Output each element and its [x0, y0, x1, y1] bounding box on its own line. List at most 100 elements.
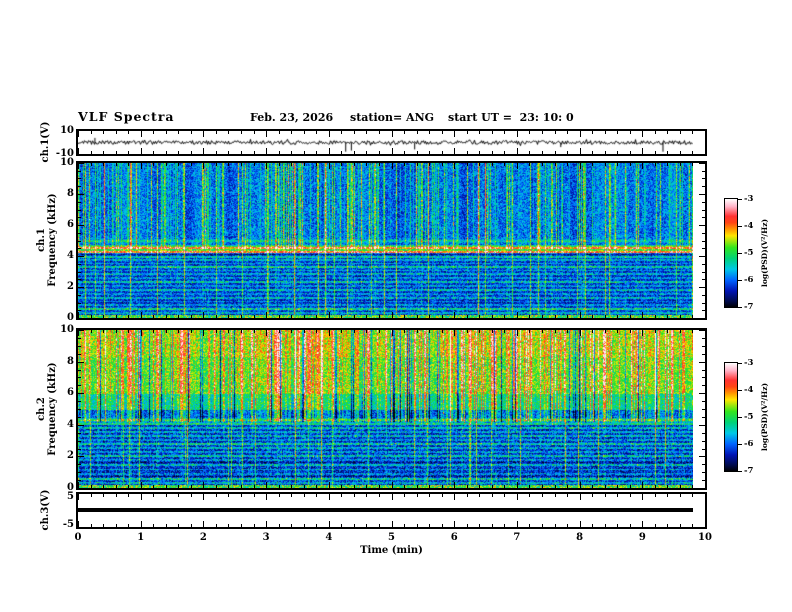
x-tick-label: 7: [513, 532, 521, 543]
tick-mark: [78, 310, 81, 311]
tick-mark: [705, 148, 706, 154]
tick-mark: [738, 444, 742, 445]
tick-mark: [128, 163, 129, 166]
tick-mark: [555, 163, 556, 166]
tick-mark: [542, 131, 543, 134]
tick-mark: [702, 264, 705, 265]
tick-mark: [78, 417, 81, 418]
tick-mark: [254, 494, 255, 497]
tick-mark: [291, 315, 292, 318]
tick-mark: [329, 312, 330, 318]
colorbar-tick-label: -6: [744, 439, 754, 449]
tick-mark: [91, 494, 92, 497]
tick-mark: [479, 163, 480, 166]
tick-mark: [567, 330, 568, 333]
tick-mark: [699, 225, 705, 226]
x-tick-label: 4: [325, 532, 333, 543]
tick-mark: [555, 494, 556, 497]
tick-mark: [567, 494, 568, 497]
tick-mark: [116, 163, 117, 166]
tick-mark: [78, 295, 81, 296]
tick-mark: [702, 354, 705, 355]
tick-mark: [166, 131, 167, 134]
tick-mark: [266, 521, 267, 527]
tick-mark: [366, 163, 367, 166]
tick-mark: [153, 330, 154, 333]
ch2-spectrogram-canvas: [78, 330, 693, 488]
tick-mark: [738, 471, 742, 472]
tick-mark: [379, 524, 380, 527]
tick-mark: [630, 315, 631, 318]
tick-mark: [279, 485, 280, 488]
tick-mark: [417, 494, 418, 497]
tick-mark: [580, 330, 581, 336]
tick-mark: [655, 315, 656, 318]
tick-mark: [642, 163, 643, 169]
tick-mark: [492, 494, 493, 497]
tick-mark: [404, 151, 405, 154]
tick-mark: [404, 131, 405, 134]
tick-mark: [341, 131, 342, 134]
tick-mark: [379, 151, 380, 154]
tick-mark: [228, 163, 229, 166]
tick-mark: [642, 330, 643, 336]
tick-mark: [580, 494, 581, 500]
tick-mark: [699, 362, 705, 363]
tick-mark: [699, 287, 705, 288]
tick-mark: [228, 485, 229, 488]
volt-tick-label: -5: [62, 519, 74, 530]
tick-mark: [605, 131, 606, 134]
tick-mark: [404, 315, 405, 318]
tick-mark: [504, 163, 505, 166]
tick-mark: [442, 131, 443, 134]
tick-mark: [266, 482, 267, 488]
tick-mark: [266, 494, 267, 500]
tick-mark: [738, 363, 742, 364]
tick-mark: [78, 279, 81, 280]
tick-mark: [191, 494, 192, 497]
tick-mark: [680, 131, 681, 134]
tick-mark: [366, 151, 367, 154]
tick-mark: [141, 521, 142, 527]
tick-mark: [78, 330, 79, 336]
tick-mark: [542, 485, 543, 488]
tick-mark: [429, 485, 430, 488]
tick-mark: [617, 330, 618, 333]
tick-mark: [580, 521, 581, 527]
tick-mark: [279, 330, 280, 333]
tick-mark: [291, 330, 292, 333]
tick-mark: [354, 315, 355, 318]
tick-mark: [479, 131, 480, 134]
tick-mark: [78, 472, 81, 473]
tick-mark: [702, 310, 705, 311]
tick-mark: [592, 151, 593, 154]
tick-mark: [91, 485, 92, 488]
tick-mark: [529, 330, 530, 333]
tick-mark: [567, 131, 568, 134]
tick-mark: [241, 151, 242, 154]
tick-mark: [191, 151, 192, 154]
tick-mark: [680, 524, 681, 527]
tick-mark: [529, 315, 530, 318]
freq-tick-label: 10: [60, 324, 74, 335]
tick-mark: [667, 494, 668, 497]
tick-mark: [191, 131, 192, 134]
tick-mark: [78, 425, 84, 426]
tick-mark: [78, 225, 84, 226]
tick-mark: [630, 485, 631, 488]
tick-mark: [128, 131, 129, 134]
tick-mark: [442, 485, 443, 488]
tick-mark: [153, 131, 154, 134]
tick-mark: [692, 485, 693, 488]
tick-mark: [266, 148, 267, 154]
tick-mark: [702, 171, 705, 172]
tick-mark: [529, 131, 530, 134]
ch3-voltage-panel: [76, 492, 707, 529]
colorbar-tick-label: -4: [744, 385, 754, 395]
tick-mark: [178, 315, 179, 318]
tick-mark: [329, 521, 330, 527]
volt-tick-label: -10: [55, 148, 74, 159]
tick-mark: [592, 163, 593, 166]
tick-mark: [128, 151, 129, 154]
tick-mark: [454, 131, 455, 137]
